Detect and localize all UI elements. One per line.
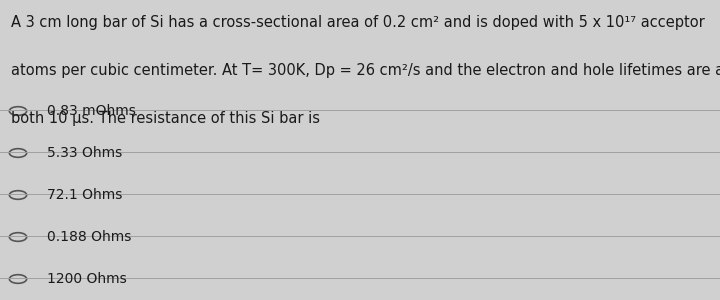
Text: 0.188 Ohms: 0.188 Ohms	[47, 230, 131, 244]
Text: 1200 Ohms: 1200 Ohms	[47, 272, 127, 286]
Text: 0.83 mOhms: 0.83 mOhms	[47, 104, 135, 118]
Text: both 10 μs. The resistance of this Si bar is: both 10 μs. The resistance of this Si ba…	[11, 111, 320, 126]
Text: A 3 cm long bar of Si has a cross-sectional area of 0.2 cm² and is doped with 5 : A 3 cm long bar of Si has a cross-sectio…	[11, 15, 705, 30]
Text: 5.33 Ohms: 5.33 Ohms	[47, 146, 122, 160]
Text: 72.1 Ohms: 72.1 Ohms	[47, 188, 122, 202]
Text: atoms per cubic centimeter. At T= 300K, Dp = 26 cm²/s and the electron and hole : atoms per cubic centimeter. At T= 300K, …	[11, 63, 720, 78]
